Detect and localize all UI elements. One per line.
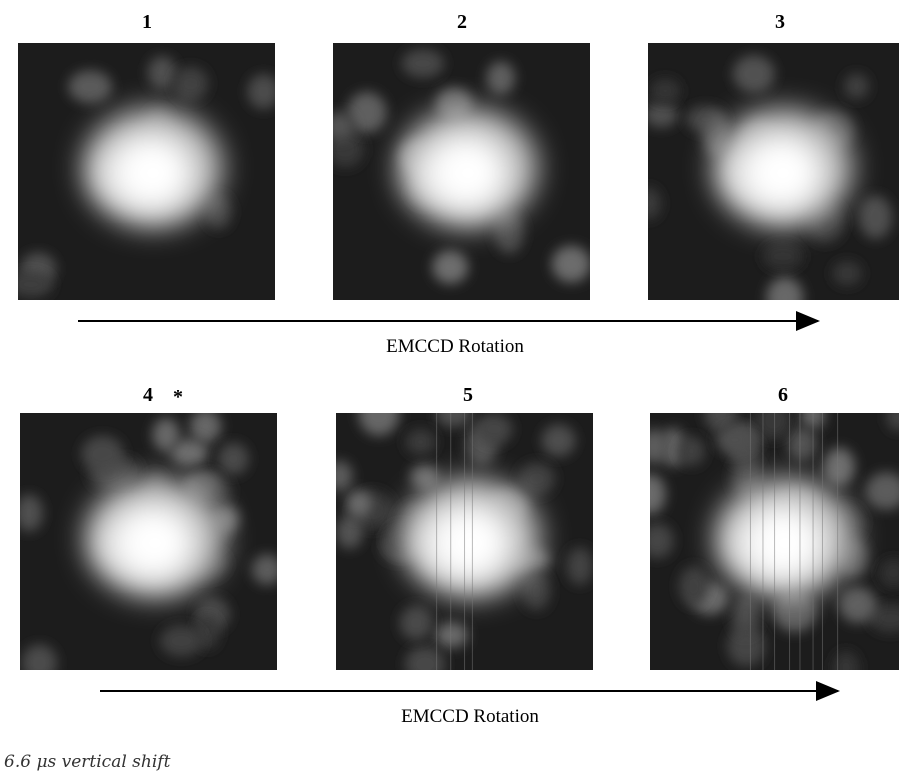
cell	[410, 464, 439, 490]
cell	[823, 447, 855, 486]
cell	[435, 413, 473, 427]
image-grid	[18, 43, 899, 670]
caption: 6.6 μs vertical shift	[4, 752, 171, 772]
panel-label: 2	[457, 11, 467, 33]
core	[113, 135, 193, 211]
cell	[648, 102, 678, 128]
micrograph	[333, 43, 590, 300]
cell	[336, 515, 364, 549]
cell	[766, 277, 804, 300]
cell	[839, 587, 877, 623]
panel-label: 6	[778, 384, 788, 406]
micrograph	[336, 413, 593, 670]
cell	[869, 603, 899, 633]
cell	[773, 590, 817, 633]
cell	[650, 429, 669, 464]
cell	[648, 187, 662, 220]
cell	[217, 442, 249, 476]
core	[743, 135, 823, 211]
cell	[346, 490, 372, 518]
cell	[715, 426, 754, 454]
core	[428, 135, 508, 211]
cell	[147, 56, 177, 90]
cell	[858, 195, 893, 239]
cell	[762, 243, 804, 270]
cell	[251, 554, 277, 585]
cell	[650, 473, 666, 515]
cell	[21, 644, 57, 670]
cell	[189, 413, 222, 443]
arrow-label: EMCCD Rotation	[401, 706, 539, 727]
marker: *	[173, 386, 183, 408]
cell	[727, 625, 766, 667]
cell	[731, 596, 760, 637]
cell	[404, 646, 446, 670]
cell	[522, 571, 551, 611]
arrow-label: EMCCD Rotation	[386, 336, 524, 357]
cell	[832, 261, 862, 286]
cell	[159, 625, 203, 657]
micrograph	[20, 413, 277, 670]
cell	[358, 413, 400, 436]
cell	[551, 245, 590, 283]
cell	[173, 66, 209, 101]
cell	[650, 523, 674, 559]
cell	[247, 74, 275, 110]
core	[431, 505, 511, 581]
cell	[347, 91, 387, 134]
panel-label: 3	[775, 11, 785, 33]
cell	[336, 460, 353, 492]
cell	[844, 73, 869, 100]
cell	[865, 472, 899, 510]
cell	[566, 547, 593, 585]
cell	[401, 49, 445, 78]
cell	[494, 210, 524, 255]
cell	[650, 78, 681, 104]
cell	[732, 55, 775, 93]
cell	[18, 271, 53, 298]
cell	[886, 413, 899, 431]
cell	[879, 558, 899, 588]
cell	[20, 494, 43, 532]
core	[745, 505, 825, 581]
panel-label: 1	[142, 11, 152, 33]
cell	[432, 250, 469, 284]
cell	[81, 435, 124, 473]
cell	[170, 438, 209, 467]
cell	[152, 418, 180, 452]
cell	[399, 605, 433, 641]
panel-label: 5	[463, 384, 473, 406]
core	[115, 505, 195, 581]
micrograph	[18, 43, 275, 300]
cell	[333, 112, 355, 141]
cell	[678, 566, 709, 607]
cell	[435, 622, 469, 648]
cell	[832, 651, 860, 670]
cell	[68, 70, 113, 104]
micrograph	[648, 43, 899, 300]
cell	[206, 194, 232, 229]
panel-label: 4	[143, 384, 153, 406]
cell	[787, 426, 817, 461]
cell	[541, 424, 576, 457]
cell	[475, 413, 513, 445]
cell	[518, 462, 555, 495]
micrograph	[650, 413, 899, 670]
cell	[405, 428, 436, 455]
cell	[677, 436, 706, 466]
cell	[755, 413, 791, 440]
cell	[486, 61, 516, 95]
